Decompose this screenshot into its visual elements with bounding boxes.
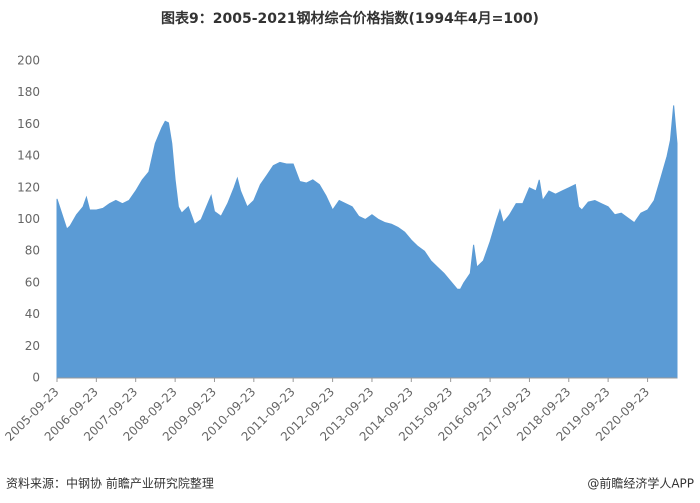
source: 资料来源：中钢协 前瞻产业研究院整理 bbox=[6, 476, 214, 491]
y-tick-label: 100 bbox=[17, 212, 40, 226]
y-tick-label: 140 bbox=[17, 149, 40, 163]
y-tick-label: 40 bbox=[25, 307, 40, 321]
area bbox=[56, 105, 678, 379]
y-tick-label: 60 bbox=[25, 275, 40, 289]
y-tick-label: 180 bbox=[17, 85, 40, 99]
y-tick-label: 80 bbox=[25, 244, 40, 258]
brand: @前瞻经济学人APP bbox=[587, 476, 694, 491]
y-tick-label: 20 bbox=[25, 339, 40, 353]
y-tick-label: 160 bbox=[17, 117, 40, 131]
y-tick-label: 0 bbox=[32, 371, 40, 385]
chart-title: 图表9：2005-2021钢材综合价格指数(1994年4月=100) bbox=[161, 10, 539, 27]
y-tick-label: 200 bbox=[17, 54, 40, 68]
y-tick-label: 120 bbox=[17, 180, 40, 194]
